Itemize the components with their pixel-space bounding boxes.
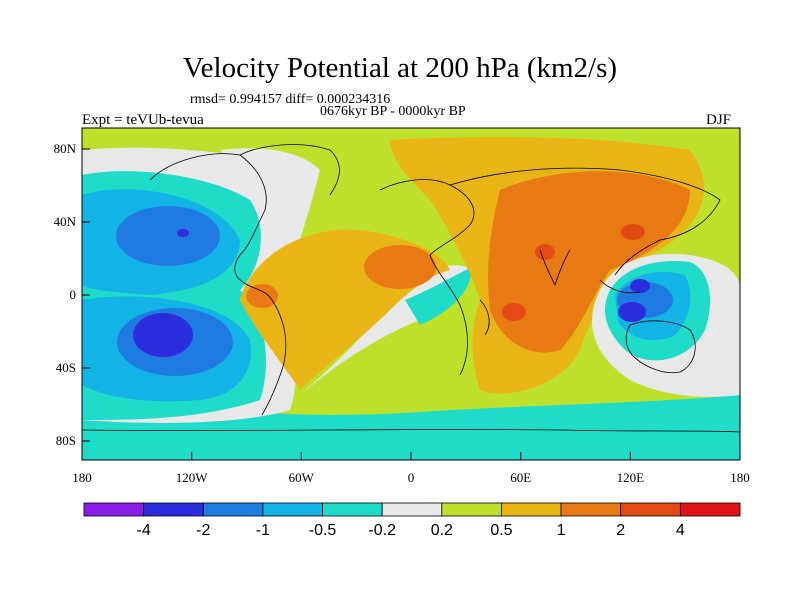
colorbar-label: -4 bbox=[137, 522, 151, 539]
north-america-neutral bbox=[220, 148, 320, 270]
east-asia-red bbox=[621, 224, 645, 240]
south-atlantic-turquoise bbox=[405, 268, 471, 325]
lon-tick-label: 60W bbox=[289, 470, 315, 485]
lon-tick-label: 180 bbox=[730, 470, 750, 485]
southern-turquoise-band bbox=[82, 395, 740, 460]
season-label: DJF bbox=[706, 112, 732, 128]
colorbar-swatch bbox=[679, 502, 741, 517]
colorbar-swatch bbox=[202, 502, 264, 517]
maritime-core bbox=[618, 302, 646, 322]
colorbar-label: -1 bbox=[256, 522, 270, 539]
colorbar-swatch bbox=[620, 502, 681, 517]
colorbar-label: -2 bbox=[196, 522, 210, 539]
south-pacific-core bbox=[133, 313, 193, 357]
axis-ticks bbox=[81, 148, 741, 460]
eurasia-orange bbox=[488, 171, 690, 353]
map-title: Velocity Potential at 200 hPa (km2/s) bbox=[182, 52, 618, 84]
lon-tick-label: 180 bbox=[72, 470, 92, 485]
north-pacific-blue bbox=[116, 206, 220, 266]
maritime-core-north bbox=[630, 279, 650, 293]
amazon-orange bbox=[246, 284, 278, 308]
period-label: 0676kyr BP - 0000kyr BP bbox=[320, 104, 466, 119]
colorbar-swatch bbox=[501, 502, 562, 517]
colorbar-label: 0.5 bbox=[490, 522, 512, 539]
stats-label: rmsd= 0.994157 diff= 0.000234316 bbox=[190, 92, 391, 107]
colorbar-label: -0.5 bbox=[309, 522, 337, 539]
colorbar-label: 2 bbox=[616, 522, 625, 539]
lon-tick-label: 120W bbox=[176, 470, 209, 485]
coastlines bbox=[82, 144, 740, 433]
lon-tick-label: 0 bbox=[408, 470, 415, 485]
colorbar-swatch bbox=[143, 502, 204, 517]
colorbar-label: -0.2 bbox=[368, 522, 396, 539]
lat-tick-label: 40S bbox=[56, 360, 76, 375]
colorbar-label: 4 bbox=[676, 522, 685, 539]
india-red bbox=[535, 244, 555, 260]
colorbar-swatch bbox=[322, 502, 383, 517]
colorbar: -4 -2 -1 -0.5 -0.2 0.2 0.5 1 2 4 bbox=[83, 502, 741, 539]
lat-tick-label: 80S bbox=[56, 433, 76, 448]
lat-tick-label: 80N bbox=[54, 141, 77, 156]
colorbar-swatch bbox=[262, 502, 323, 517]
colorbar-label: 1 bbox=[557, 522, 566, 539]
lat-tick-label: 0 bbox=[70, 287, 77, 302]
experiment-label: Expt = teVUb-tevua bbox=[82, 112, 204, 128]
lat-tick-label: 40N bbox=[54, 214, 77, 229]
contour-field bbox=[82, 128, 740, 460]
colorbar-swatch bbox=[381, 502, 443, 517]
colorbar-label: 0.2 bbox=[431, 522, 453, 539]
east-africa-red bbox=[502, 303, 526, 321]
colorbar-swatch bbox=[83, 502, 145, 517]
africa-west-orange bbox=[364, 245, 436, 289]
lon-tick-label: 60E bbox=[510, 470, 531, 485]
colorbar-swatch bbox=[441, 502, 502, 517]
lon-tick-label: 120E bbox=[617, 470, 645, 485]
longitude-labels: 180 120W 60W 0 60E 120E 180 bbox=[72, 470, 750, 485]
latitude-labels: 80N 40N 0 40S 80S bbox=[54, 141, 77, 448]
north-pacific-core bbox=[177, 229, 189, 237]
colorbar-swatch bbox=[560, 502, 622, 517]
